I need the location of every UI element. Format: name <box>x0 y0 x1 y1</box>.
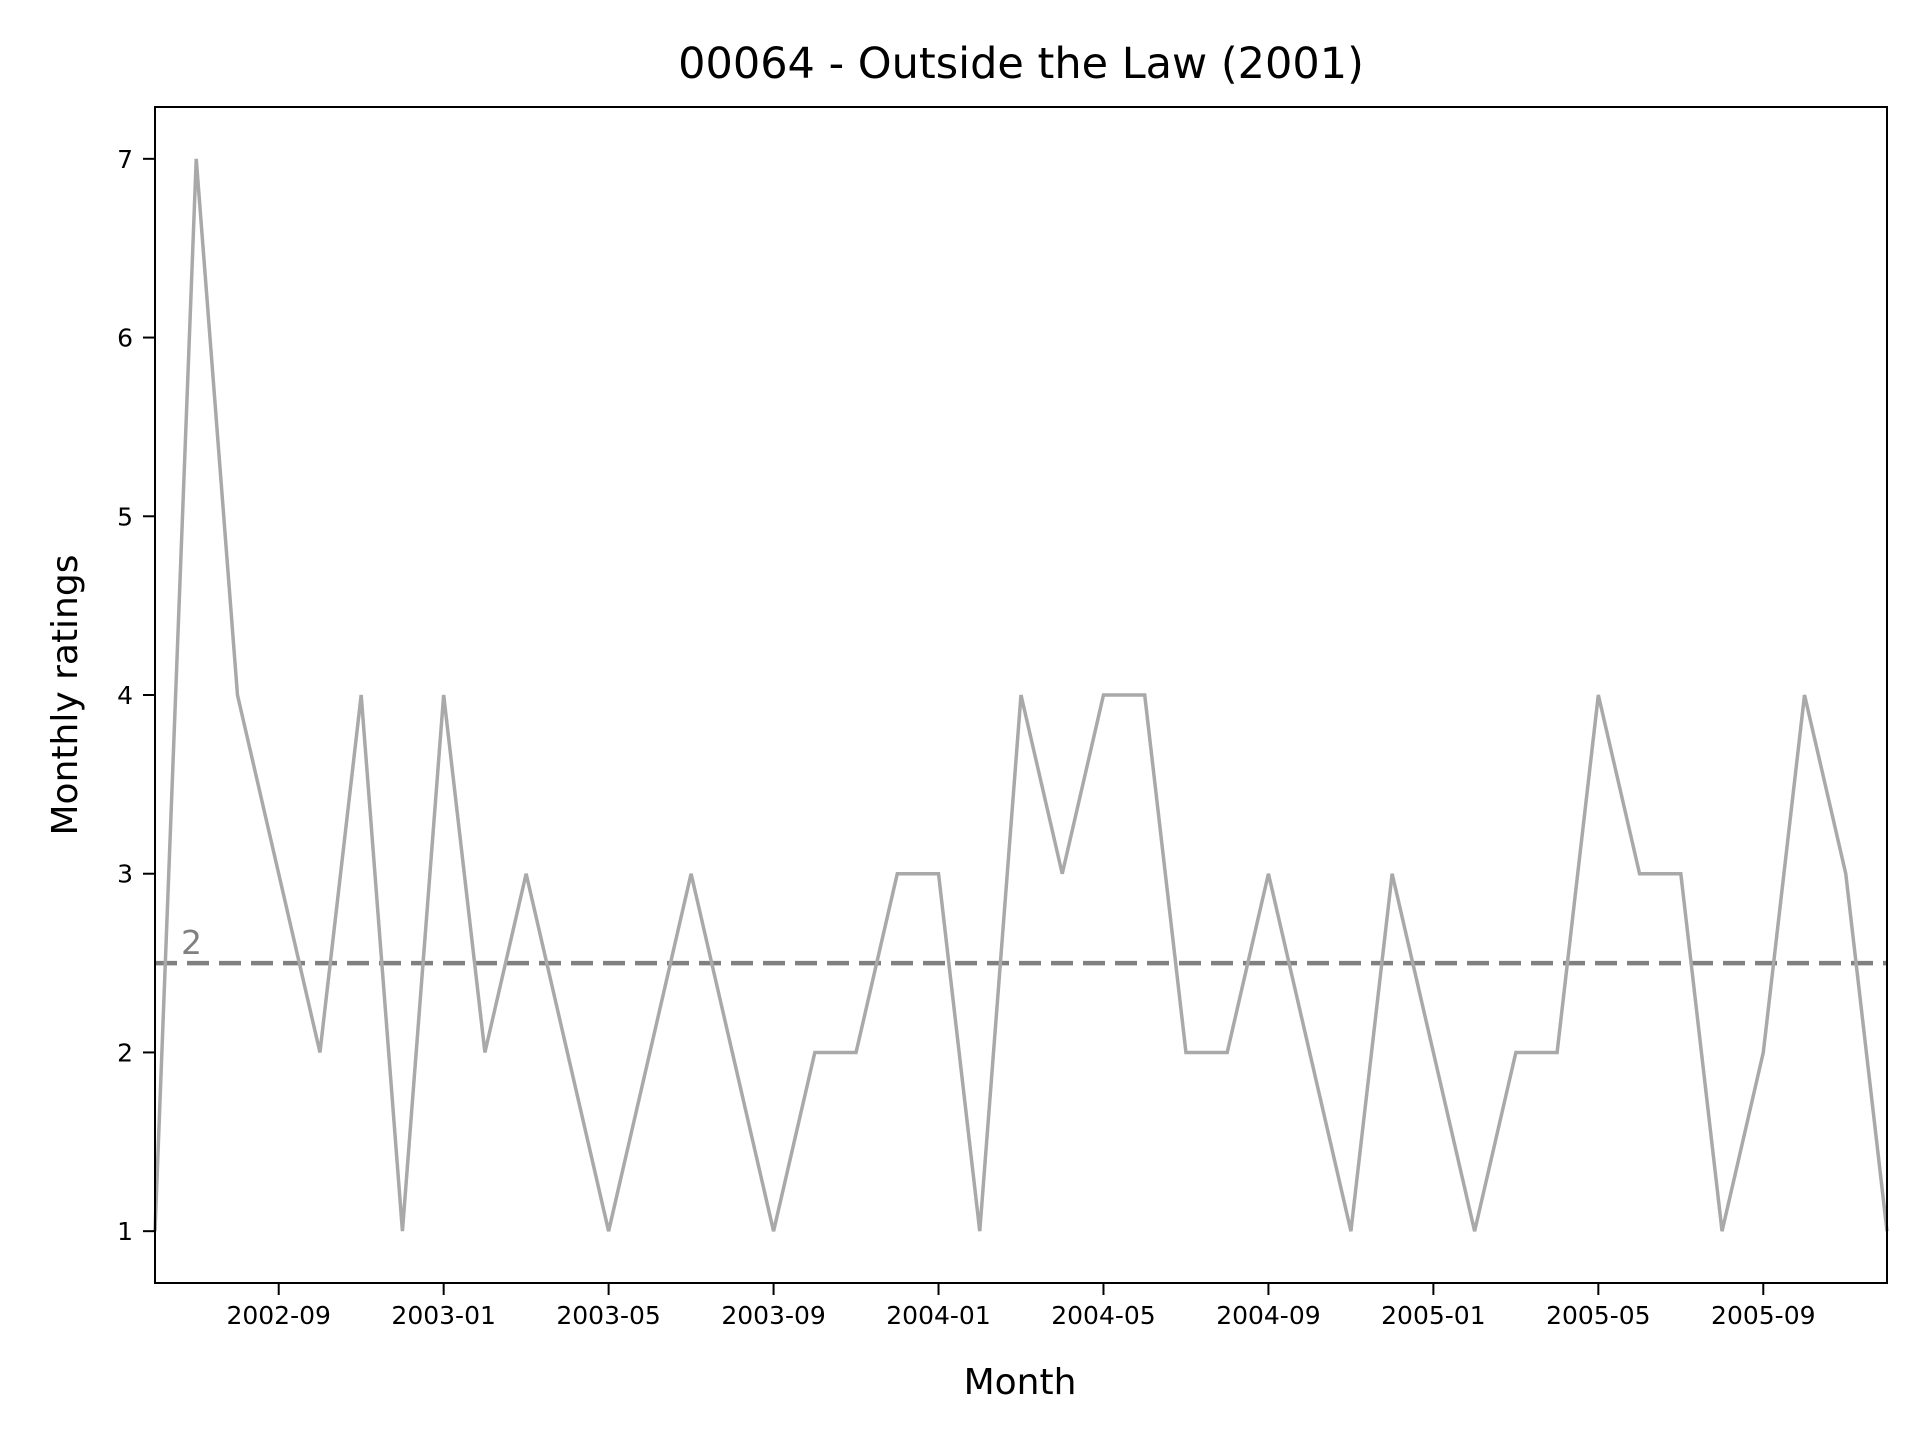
x-tick-label: 2004-05 <box>1051 1301 1155 1330</box>
y-tick-label: 4 <box>117 681 133 710</box>
x-tick-label: 2005-09 <box>1711 1301 1815 1330</box>
x-tick-label: 2004-09 <box>1216 1301 1320 1330</box>
plot-area: 2 <box>153 158 1889 1232</box>
chart-title: 00064 - Outside the Law (2001) <box>678 39 1364 89</box>
y-tick-label: 6 <box>117 324 133 353</box>
x-axis: 2002-09 2003-01 2003-05 2003-09 2004-01 2004-… <box>226 1283 1816 1330</box>
y-tick-label: 2 <box>117 1038 133 1067</box>
x-tick-label: 2005-01 <box>1381 1301 1485 1330</box>
x-tick-label: 2003-01 <box>391 1301 495 1330</box>
series-line <box>153 158 1889 1232</box>
reference-line-label: 2 <box>181 923 202 962</box>
x-axis-title: Month <box>964 1362 1077 1403</box>
x-tick-label: 2003-05 <box>556 1301 660 1330</box>
x-tick-label: 2004-01 <box>886 1301 990 1330</box>
y-axis-title: Monthly ratings <box>45 555 86 836</box>
y-tick-label: 7 <box>117 145 133 174</box>
y-axis: 1 2 3 4 5 6 7 <box>117 145 155 1246</box>
y-tick-label: 1 <box>117 1217 133 1246</box>
y-tick-label: 3 <box>117 860 133 889</box>
x-tick-label: 2002-09 <box>226 1301 330 1330</box>
x-tick-label: 2003-09 <box>721 1301 825 1330</box>
y-tick-label: 5 <box>117 502 133 531</box>
x-tick-label: 2005-05 <box>1546 1301 1650 1330</box>
